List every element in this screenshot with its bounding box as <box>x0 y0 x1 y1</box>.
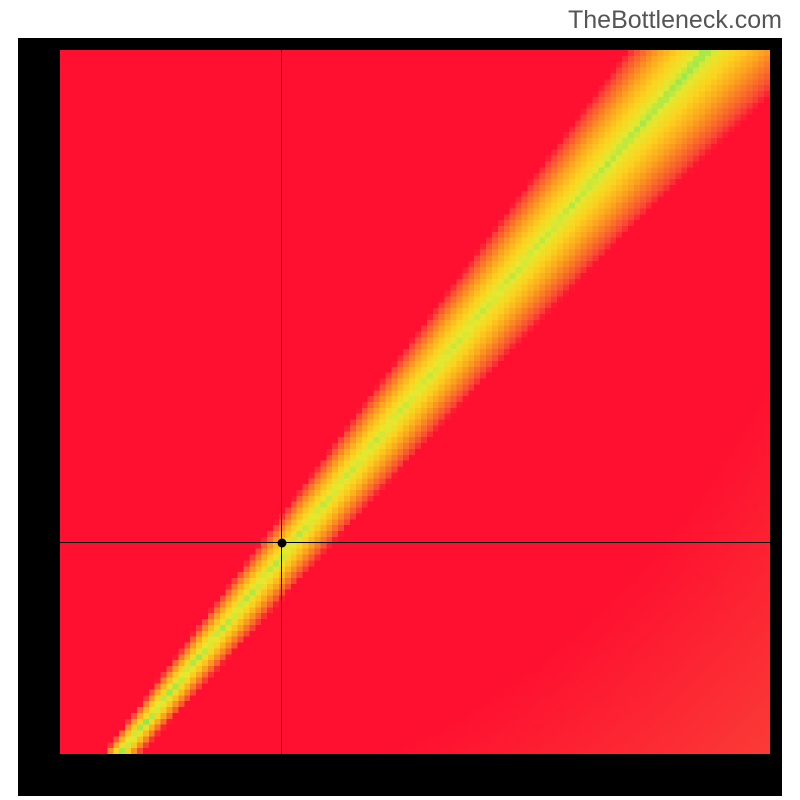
crosshair-point <box>277 538 286 547</box>
crosshair-horizontal <box>18 542 782 543</box>
plot-frame <box>18 38 782 796</box>
crosshair-vertical <box>281 38 282 796</box>
chart-container: TheBottleneck.com <box>0 0 800 800</box>
heatmap-canvas <box>60 50 770 754</box>
watermark-text: TheBottleneck.com <box>568 6 782 35</box>
